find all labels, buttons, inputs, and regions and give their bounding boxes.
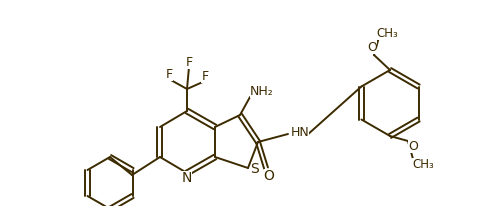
Text: HN: HN (291, 126, 309, 139)
Text: O: O (408, 139, 418, 152)
Text: O: O (367, 41, 377, 54)
Text: F: F (165, 68, 172, 81)
Text: N: N (182, 171, 192, 185)
Text: CH₃: CH₃ (376, 27, 398, 40)
Text: NH₂: NH₂ (250, 84, 274, 97)
Text: F: F (185, 55, 193, 69)
Text: CH₃: CH₃ (412, 158, 434, 171)
Text: S: S (251, 162, 259, 176)
Text: F: F (202, 69, 208, 82)
Text: O: O (263, 169, 274, 183)
